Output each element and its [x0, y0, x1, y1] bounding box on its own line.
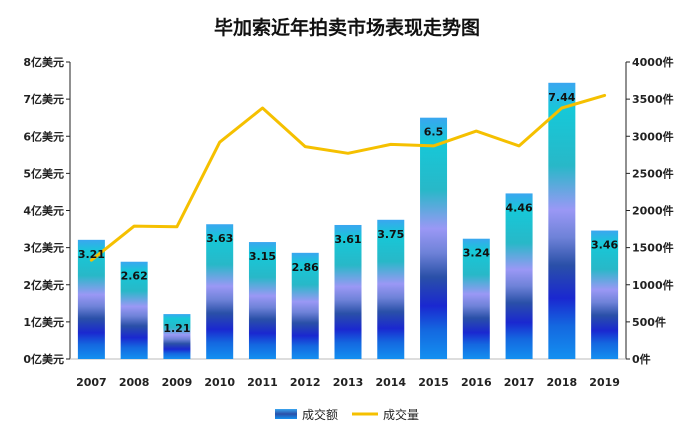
left-tick-label: 1亿美元	[23, 315, 64, 329]
data-label-2014: 3.75	[377, 228, 404, 241]
x-tick-label: 2008	[119, 376, 150, 389]
bar-2018	[548, 82, 576, 359]
x-tick-label: 2017	[504, 376, 535, 389]
legend: 成交额 成交量	[275, 407, 419, 422]
right-tick-label: 0件	[632, 352, 651, 366]
right-tick-label: 3000件	[632, 129, 674, 143]
right-tick-label: 1500件	[632, 241, 674, 255]
bar-2017	[505, 193, 533, 359]
bar-2013	[334, 224, 362, 359]
right-axis-ticks: 0件 500件 1000件 1500件 2000件 2500件 3000件 3500件 4000…	[626, 55, 674, 366]
right-tick-label: 2500件	[632, 166, 674, 180]
left-axis-ticks: 0亿美元 1亿美元 2亿美元 3亿美元 4亿美元 5亿美元 6亿美元 7亿美元 8亿美元	[23, 55, 70, 366]
left-tick-label: 8亿美元	[23, 55, 64, 69]
left-tick-label: 7亿美元	[23, 92, 64, 106]
x-tick-label: 2015	[418, 376, 449, 389]
bar-2012	[291, 252, 319, 359]
bar-2011	[248, 242, 276, 359]
bar-2019	[591, 230, 619, 359]
left-tick-label: 0亿美元	[23, 352, 64, 366]
bar-2008	[120, 261, 148, 359]
data-label-2010: 3.63	[206, 232, 233, 245]
data-label-2016: 3.24	[463, 247, 490, 260]
data-labels: 3.21 2.62 1.21 3.63 3.15 2.86 3.61 3.75 6.5 3.24 4…	[78, 91, 619, 335]
left-tick-label: 3亿美元	[23, 241, 64, 255]
right-tick-label: 4000件	[632, 55, 674, 69]
x-axis-labels: 2007 2008 2009 2010 2011 2012 2013 2014 2015 2016…	[76, 376, 620, 389]
x-tick-label: 2007	[76, 376, 107, 389]
x-tick-label: 2012	[290, 376, 321, 389]
left-tick-label: 4亿美元	[23, 204, 64, 218]
data-label-2015: 6.5	[424, 126, 444, 139]
data-label-2013: 3.61	[334, 233, 361, 246]
x-tick-label: 2011	[247, 376, 278, 389]
bar-2014	[377, 219, 405, 359]
legend-label-amount: 成交额	[302, 407, 338, 422]
bar-2016	[462, 238, 490, 359]
right-tick-label: 2000件	[632, 204, 674, 218]
data-label-2019: 3.46	[591, 239, 618, 252]
left-tick-label: 5亿美元	[23, 166, 64, 180]
data-label-2007: 3.21	[78, 248, 105, 261]
x-tick-label: 2018	[547, 376, 578, 389]
x-tick-label: 2010	[204, 376, 235, 389]
data-label-2017: 4.46	[506, 201, 533, 214]
left-tick-label: 6亿美元	[23, 129, 64, 143]
bar-2009	[163, 314, 191, 359]
x-tick-label: 2013	[333, 376, 364, 389]
x-tick-label: 2019	[589, 376, 620, 389]
data-label-2008: 2.62	[121, 270, 148, 283]
bar-2015	[420, 117, 448, 359]
bar-series	[77, 82, 619, 359]
right-tick-label: 1000件	[632, 278, 674, 292]
bar-2010	[206, 224, 234, 359]
x-tick-label: 2016	[461, 376, 492, 389]
x-tick-label: 2009	[162, 376, 193, 389]
right-tick-label: 3500件	[632, 92, 674, 106]
left-tick-label: 2亿美元	[23, 278, 64, 292]
x-tick-label: 2014	[375, 376, 406, 389]
data-label-2012: 2.86	[292, 261, 319, 274]
data-label-2009: 1.21	[163, 322, 190, 335]
chart-title: 毕加索近年拍卖市场表现走势图	[214, 16, 480, 39]
data-label-2011: 3.15	[249, 250, 276, 263]
data-label-2018: 7.44	[548, 91, 575, 104]
line-series	[89, 93, 607, 262]
legend-swatch-amount	[275, 409, 297, 419]
right-tick-label: 500件	[632, 315, 666, 329]
legend-label-volume: 成交量	[383, 407, 419, 422]
